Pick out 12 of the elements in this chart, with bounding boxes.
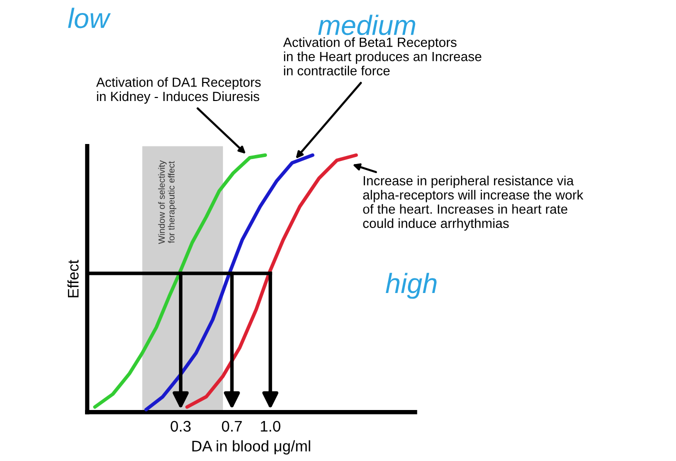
x-tick-label: 1.0: [260, 420, 280, 432]
x-tick-label: 0.7: [222, 420, 242, 432]
annotation: Increase in peripheral resistance via alpha-receptors will increase the work of the heart. Increases in heart rate could induce arrhythmias: [363, 176, 584, 231]
annotation: Activation of DA1 Receptors in Kidney - Induces Diuresis: [96, 77, 261, 104]
x-axis-title: DA in blood μg/ml: [192, 440, 310, 455]
band-label: Window of selectivity for therapeutic effect: [158, 160, 176, 244]
text: medium: [318, 14, 416, 36]
text: low: [68, 8, 111, 28]
annotation: high: [386, 272, 437, 299]
annotation: Activation of Beta1 Receptors in the Heart produces an Increase in contractile force: [283, 37, 482, 76]
x-tick-label: 0.3: [170, 420, 191, 432]
y-axis-title: Effect: [67, 260, 79, 298]
